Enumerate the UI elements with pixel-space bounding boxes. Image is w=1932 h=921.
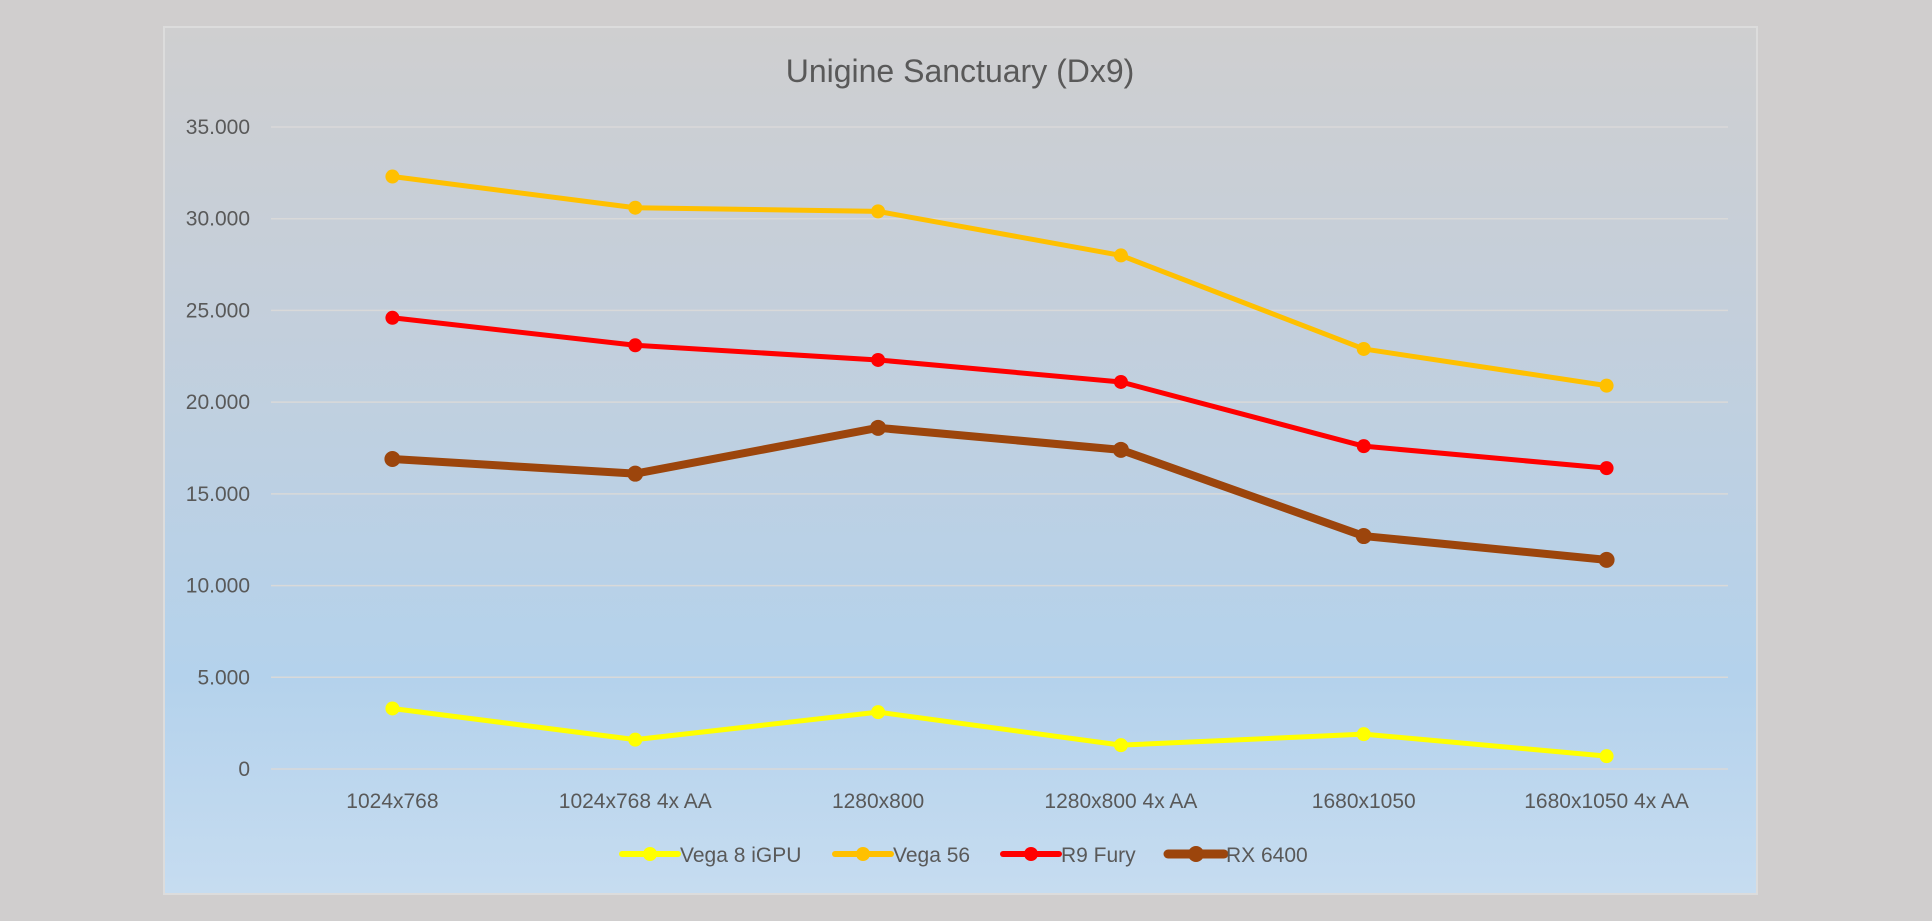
data-point xyxy=(628,732,643,747)
data-point xyxy=(385,310,400,325)
y-tick-label: 35.000 xyxy=(186,116,250,139)
data-point xyxy=(1113,738,1128,753)
data-point xyxy=(870,419,887,436)
data-point xyxy=(1356,341,1371,356)
legend-marker-icon xyxy=(1188,846,1204,862)
data-point xyxy=(871,204,886,219)
data-point xyxy=(1599,461,1614,476)
x-tick-label: 1024x768 4x AA xyxy=(559,790,712,813)
data-point xyxy=(385,169,400,184)
y-tick-label: 25.000 xyxy=(186,299,250,322)
legend-item: R9 Fury xyxy=(1000,844,1136,867)
x-tick-label: 1280x800 xyxy=(832,790,924,813)
data-point xyxy=(871,705,886,720)
legend-marker-icon xyxy=(856,847,870,861)
data-point xyxy=(1599,749,1614,764)
y-tick-label: 20.000 xyxy=(186,391,250,414)
legend-item: RX 6400 xyxy=(1163,844,1308,867)
data-point xyxy=(627,465,644,482)
series-r9-fury xyxy=(385,310,1614,476)
data-point xyxy=(1112,441,1129,458)
x-tick-label: 1280x800 4x AA xyxy=(1044,790,1197,813)
legend-label: RX 6400 xyxy=(1226,844,1308,867)
x-axis: 1024x768 1024x768 4x AA 1280x800 1280x800 4… xyxy=(346,790,1689,813)
x-tick-label: 1680x1050 xyxy=(1312,790,1416,813)
series-vega-8-igpu xyxy=(385,701,1614,764)
y-tick-label: 5.000 xyxy=(197,666,250,689)
legend: Vega 8 iGPU Vega 56 R9 Fury RX 6400 xyxy=(619,844,1308,867)
series-rx-6400 xyxy=(384,419,1615,568)
x-tick-label: 1680x1050 4x AA xyxy=(1524,790,1689,813)
series-line xyxy=(388,423,1611,564)
legend-marker-icon xyxy=(643,847,657,861)
data-point xyxy=(1355,528,1372,545)
data-point xyxy=(384,451,401,468)
y-tick-label: 0 xyxy=(238,758,250,781)
data-point xyxy=(1356,727,1371,742)
series-line xyxy=(389,174,1610,389)
series-line xyxy=(389,315,1610,471)
y-tick-label: 10.000 xyxy=(186,575,250,598)
data-point xyxy=(1113,248,1128,263)
legend-label: Vega 8 iGPU xyxy=(680,844,801,867)
data-point xyxy=(871,352,886,367)
data-point xyxy=(628,200,643,215)
x-tick-label: 1024x768 xyxy=(346,790,438,813)
data-point xyxy=(1599,378,1614,393)
data-point xyxy=(385,701,400,716)
legend-marker-icon xyxy=(1024,847,1038,861)
data-point xyxy=(1356,439,1371,454)
legend-item: Vega 56 xyxy=(832,844,970,867)
y-axis: 0 5.000 10.000 15.000 20.000 25.000 30.000 35.0… xyxy=(186,116,250,781)
series-vega-56 xyxy=(385,169,1614,393)
legend-item: Vega 8 iGPU xyxy=(619,844,801,867)
data-point xyxy=(1598,551,1615,568)
series-group xyxy=(384,169,1615,764)
series-line xyxy=(389,705,1610,759)
gridlines xyxy=(271,126,1728,770)
y-tick-label: 30.000 xyxy=(186,208,250,231)
legend-label: Vega 56 xyxy=(893,844,970,867)
data-point xyxy=(628,338,643,353)
legend-label: R9 Fury xyxy=(1061,844,1136,867)
chart-title: Unigine Sanctuary (Dx9) xyxy=(786,53,1135,89)
y-tick-label: 15.000 xyxy=(186,483,250,506)
data-point xyxy=(1113,374,1128,389)
